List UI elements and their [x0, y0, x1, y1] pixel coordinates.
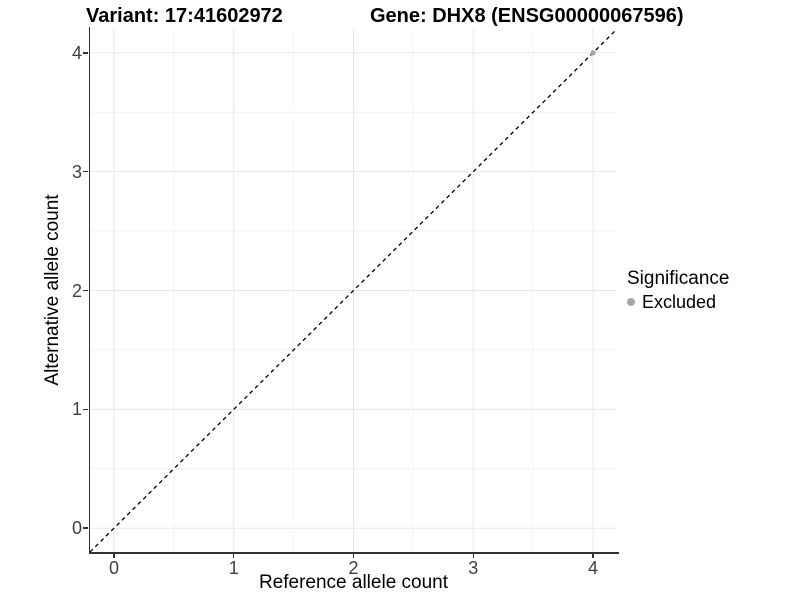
chart-title-gene: Gene: DHX8 (ENSG00000067596) — [370, 5, 684, 27]
x-tick-mark — [352, 553, 355, 558]
legend-entry-label: Excluded — [642, 292, 717, 312]
x-axis-line — [88, 552, 619, 554]
x-tick-label: 4 — [588, 558, 599, 578]
x-tick-label: 2 — [348, 558, 359, 578]
x-tick-mark — [232, 553, 235, 558]
x-tick-mark — [472, 553, 475, 558]
y-tick-mark — [83, 289, 88, 292]
y-tick-mark — [83, 408, 88, 411]
x-tick-label: 3 — [468, 558, 479, 578]
excluded-point-swatch-icon — [627, 298, 635, 306]
legend-title: Significance — [627, 268, 730, 289]
plot-area-svg — [90, 29, 617, 552]
legend-entry-excluded: Excluded — [627, 292, 729, 312]
plot-panel — [90, 29, 617, 552]
chart-title-variant: Variant: 17:41602972 — [86, 5, 283, 27]
data-point-excluded — [590, 50, 596, 56]
x-axis-title: Reference allele count — [258, 572, 449, 593]
identity-reference-line — [90, 29, 617, 552]
legend: Significance Excluded — [627, 268, 729, 312]
y-tick-label: 2 — [71, 280, 82, 301]
y-axis-line — [88, 27, 90, 554]
x-tick-mark — [113, 553, 115, 558]
y-tick-label: 0 — [71, 518, 82, 539]
x-tick-label: 0 — [108, 558, 119, 578]
x-tick-mark — [592, 553, 594, 558]
x-tick-label: 1 — [228, 558, 239, 578]
y-tick-mark — [83, 52, 88, 54]
y-tick-mark — [83, 170, 88, 173]
y-tick-label: 4 — [71, 42, 82, 63]
y-tick-mark — [83, 527, 88, 529]
y-tick-label: 3 — [71, 161, 82, 182]
y-tick-label: 1 — [71, 399, 82, 420]
